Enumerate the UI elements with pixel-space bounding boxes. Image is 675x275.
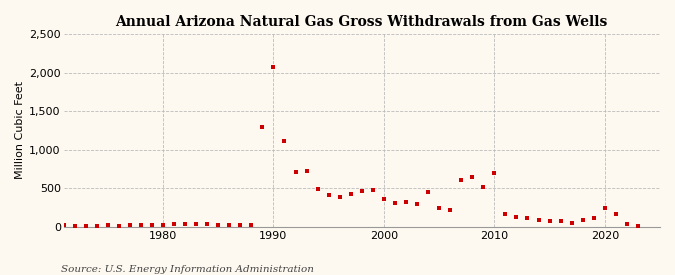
Point	[124, 223, 135, 228]
Point	[412, 201, 423, 206]
Point	[279, 139, 290, 144]
Point	[610, 211, 621, 216]
Point	[599, 206, 610, 210]
Point	[522, 216, 533, 220]
Point	[313, 187, 323, 191]
Point	[577, 218, 588, 223]
Point	[246, 223, 256, 227]
Point	[36, 214, 47, 219]
Point	[356, 189, 367, 193]
Point	[290, 170, 301, 174]
Point	[500, 212, 511, 216]
Point	[544, 219, 555, 223]
Point	[622, 222, 632, 227]
Point	[58, 223, 69, 227]
Point	[224, 223, 235, 227]
Point	[136, 223, 146, 227]
Point	[103, 223, 113, 228]
Point	[213, 222, 223, 227]
Text: Source: U.S. Energy Information Administration: Source: U.S. Energy Information Administ…	[61, 265, 314, 274]
Point	[434, 206, 445, 210]
Point	[14, 160, 25, 164]
Point	[323, 193, 334, 197]
Point	[80, 224, 91, 228]
Point	[91, 224, 102, 228]
Point	[157, 222, 168, 227]
Point	[589, 216, 599, 220]
Point	[389, 200, 400, 205]
Point	[235, 223, 246, 227]
Point	[191, 222, 202, 227]
Point	[533, 218, 544, 223]
Point	[70, 224, 80, 228]
Point	[456, 178, 466, 183]
Point	[511, 214, 522, 219]
Point	[301, 169, 312, 174]
Y-axis label: Million Cubic Feet: Million Cubic Feet	[15, 81, 25, 180]
Point	[202, 222, 213, 227]
Point	[113, 224, 124, 228]
Point	[346, 192, 356, 196]
Point	[445, 207, 456, 212]
Point	[379, 197, 389, 201]
Point	[566, 221, 577, 225]
Point	[467, 175, 478, 180]
Point	[169, 222, 180, 227]
Point	[47, 221, 58, 226]
Title: Annual Arizona Natural Gas Gross Withdrawals from Gas Wells: Annual Arizona Natural Gas Gross Withdra…	[115, 15, 608, 29]
Point	[25, 191, 36, 196]
Point	[400, 200, 411, 204]
Point	[367, 188, 378, 192]
Point	[423, 190, 433, 194]
Point	[489, 170, 500, 175]
Point	[478, 185, 489, 189]
Point	[632, 224, 643, 228]
Point	[146, 223, 157, 227]
Point	[180, 222, 190, 227]
Point	[268, 65, 279, 69]
Point	[334, 194, 345, 199]
Point	[556, 219, 566, 223]
Point	[257, 125, 268, 129]
